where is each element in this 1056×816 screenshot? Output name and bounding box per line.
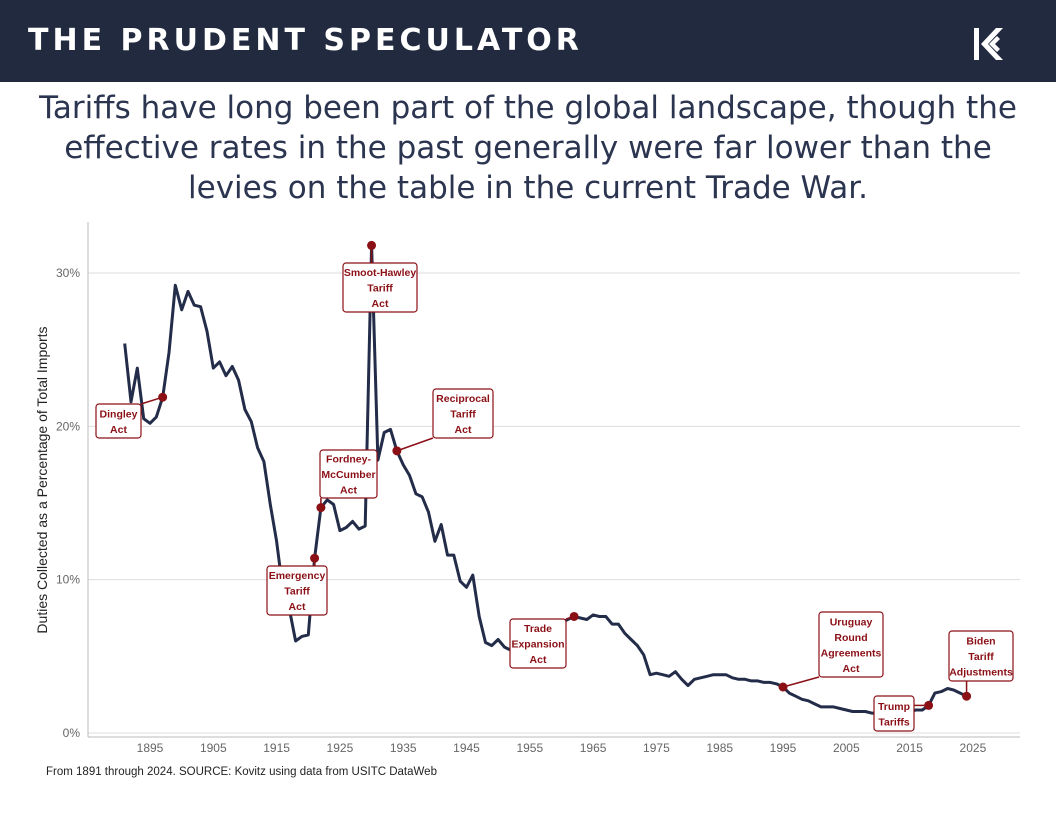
annotation-callout: Uruguay Round Agreements Act — [779, 612, 884, 692]
headline-line: Tariffs have long been part of the globa… — [0, 88, 1056, 128]
y-axis-title: Duties Collected as a Percentage of Tota… — [34, 326, 50, 633]
annotation-callout: Biden Tariff Adjustments — [949, 631, 1013, 701]
annotation-label: Act — [289, 601, 306, 613]
annotation-label: Tariff — [284, 586, 310, 598]
source-footnote: From 1891 through 2024. SOURCE: Kovitz u… — [46, 766, 437, 778]
headline-line: levies on the table in the current Trade… — [0, 168, 1056, 208]
annotation-label: Tariff — [450, 409, 476, 421]
x-tick-label: 1905 — [200, 741, 227, 755]
x-tick-label: 1935 — [390, 741, 417, 755]
kovitz-k-logo-icon — [968, 24, 1008, 64]
x-tick-label: 1985 — [706, 741, 733, 755]
x-tick-label: 2015 — [896, 741, 923, 755]
annotation-label: Emergency — [269, 570, 326, 582]
annotation-marker — [779, 683, 788, 692]
annotation-label: Tariffs — [878, 716, 909, 728]
annotation-label: Fordney- — [326, 454, 371, 466]
annotation-marker — [570, 612, 579, 621]
y-tick-label: 10% — [56, 573, 80, 587]
annotation-label: Adjustments — [949, 667, 1013, 679]
annotation-label: Round — [834, 632, 867, 644]
headline: Tariffs have long been part of the globa… — [0, 88, 1056, 208]
annotation-label: Tariff — [367, 283, 393, 295]
annotation-label: Expansion — [511, 639, 564, 651]
annotation-marker — [310, 554, 319, 563]
x-tick-label: 1915 — [263, 741, 290, 755]
annotation-label: Act — [372, 298, 389, 310]
x-tick-label: 1965 — [580, 741, 607, 755]
x-tick-label: 1975 — [643, 741, 670, 755]
annotation-label: Act — [843, 663, 860, 675]
tariff-rate-chart: 0% 10% 20% 30% 1895 1905 1915 1925 1935 1945 1955 1… — [0, 210, 1056, 760]
annotation-label: Tariff — [968, 651, 994, 663]
annotation-label: Act — [530, 654, 547, 666]
x-tick-label: 1955 — [516, 741, 543, 755]
y-tick-label: 0% — [63, 726, 81, 740]
annotation-callout: Emergency Tariff Act — [267, 554, 327, 615]
header-bar: THE PRUDENT SPECULATOR — [0, 0, 1056, 82]
brand-title: THE PRUDENT SPECULATOR — [28, 22, 583, 60]
annotation-callout: Reciprocal Tariff Act — [392, 389, 493, 455]
annotation-leader — [397, 438, 433, 451]
annotation-label: Agreements — [821, 647, 882, 659]
x-tick-label: 1995 — [770, 741, 797, 755]
annotation-label: Uruguay — [830, 616, 873, 628]
x-tick-label: 1945 — [453, 741, 480, 755]
y-tick-label: 20% — [56, 419, 80, 433]
annotation-label: Biden — [966, 636, 995, 648]
annotation-marker — [158, 393, 167, 402]
headline-line: effective rates in the past generally we… — [0, 128, 1056, 168]
x-tick-label: 2005 — [833, 741, 860, 755]
annotation-marker — [924, 701, 933, 710]
annotation-label: McCumber — [321, 469, 375, 481]
annotation-callout: Smoot-Hawley Tariff Act — [343, 241, 417, 312]
x-tick-label: 1895 — [137, 741, 164, 755]
annotation-callout: Trump Tariffs — [874, 696, 933, 731]
x-tick-label: 2025 — [960, 741, 987, 755]
annotation-label: Act — [340, 485, 357, 497]
annotation-label: Trade — [524, 623, 552, 635]
annotation-marker — [316, 503, 325, 512]
y-tick-label: 30% — [56, 266, 80, 280]
annotation-leader — [783, 677, 819, 687]
annotation-label: Trump — [878, 701, 910, 713]
annotation-label: Act — [110, 424, 127, 436]
annotation-marker — [962, 692, 971, 701]
annotation-marker — [392, 446, 401, 455]
annotation-label: Smoot-Hawley — [344, 267, 417, 279]
annotation-marker — [367, 241, 376, 250]
x-tick-label: 1925 — [327, 741, 354, 755]
annotation-label: Dingley — [100, 408, 138, 420]
annotation-label: Reciprocal — [436, 393, 490, 405]
annotation-label: Act — [455, 424, 472, 436]
